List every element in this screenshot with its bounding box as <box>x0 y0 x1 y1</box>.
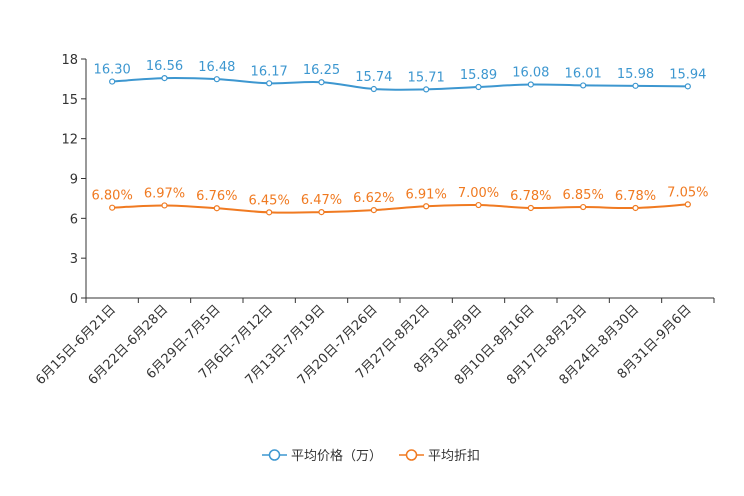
series-line <box>112 76 688 91</box>
data-label: 16.56 <box>146 59 183 74</box>
data-point[interactable] <box>527 204 534 212</box>
data-point[interactable] <box>632 82 639 89</box>
data-point[interactable] <box>318 79 325 86</box>
data-point[interactable] <box>266 209 273 216</box>
y-tick-label: 0 <box>70 292 78 307</box>
data-point[interactable] <box>318 208 325 216</box>
legend-marker-icon <box>405 449 418 461</box>
data-point[interactable] <box>423 86 430 93</box>
y-tick-label: 18 <box>61 53 78 68</box>
data-point[interactable] <box>475 83 482 91</box>
data-point[interactable] <box>161 202 168 209</box>
data-label: 6.80% <box>92 189 133 204</box>
data-point[interactable] <box>370 85 377 93</box>
data-point[interactable] <box>580 203 587 211</box>
data-label: 15.94 <box>669 67 706 82</box>
legend-marker-icon <box>268 449 281 461</box>
chart-series: 16.30 16.56 16.48 16.17 16.25 15.74 15.71 15.89… <box>92 59 708 216</box>
data-label: 16.08 <box>512 65 549 80</box>
data-label: 6.97% <box>144 186 185 201</box>
data-point[interactable] <box>109 78 116 85</box>
y-tick-label: 15 <box>61 93 78 108</box>
y-tick-label: 3 <box>70 252 78 267</box>
data-label: 16.01 <box>565 66 602 81</box>
data-point[interactable] <box>684 201 691 208</box>
legend-item-1[interactable]: 平均价格（万） <box>262 448 382 464</box>
data-label: 7.05% <box>667 185 708 200</box>
data-label: 16.48 <box>198 60 235 75</box>
data-label: 7.00% <box>458 186 499 201</box>
data-label: 6.47% <box>301 193 342 208</box>
data-point[interactable] <box>580 82 587 89</box>
data-point[interactable] <box>266 80 273 87</box>
legend-item-2[interactable]: 平均折扣 <box>399 449 480 464</box>
data-label: 6.78% <box>510 189 551 204</box>
data-point[interactable] <box>423 203 430 210</box>
chart-legend[interactable]: 平均价格（万） 平均折扣 <box>262 448 480 464</box>
data-label: 6.78% <box>615 189 656 204</box>
y-tick-label: 12 <box>61 133 78 148</box>
data-point[interactable] <box>370 207 377 214</box>
data-label: 6.76% <box>196 189 237 204</box>
data-point[interactable] <box>109 204 116 211</box>
y-tick-label: 6 <box>70 212 78 227</box>
data-point[interactable] <box>632 204 639 212</box>
data-label: 15.74 <box>355 70 392 85</box>
data-point[interactable] <box>475 201 482 209</box>
data-label: 6.45% <box>249 193 290 208</box>
chart-axes: 03691215186月15日-6月21日6月22日-6月28日6月29日-7月… <box>33 53 715 388</box>
series-line <box>112 203 688 214</box>
series-2: 6.80% 6.97% 6.76% 6.45% 6.47% 6.62% 6.91% 7.00%… <box>92 185 708 216</box>
y-tick-label: 9 <box>70 173 78 188</box>
data-label: 6.85% <box>563 188 604 203</box>
data-label: 6.62% <box>353 191 394 206</box>
data-label: 15.89 <box>460 68 497 83</box>
data-label: 6.91% <box>406 187 447 202</box>
data-label: 16.17 <box>251 64 288 79</box>
data-point[interactable] <box>527 81 534 88</box>
series-1: 16.30 16.56 16.48 16.17 16.25 15.74 15.71 15.89… <box>94 59 706 93</box>
legend-label: 平均价格（万） <box>291 448 382 464</box>
data-label: 15.71 <box>408 70 445 85</box>
data-point[interactable] <box>161 75 168 82</box>
data-label: 15.98 <box>617 67 654 82</box>
legend-label: 平均折扣 <box>428 449 480 464</box>
data-point[interactable] <box>213 205 220 212</box>
data-point[interactable] <box>684 83 691 90</box>
data-label: 16.25 <box>303 63 340 78</box>
data-point[interactable] <box>213 76 220 83</box>
data-label: 16.30 <box>94 63 131 78</box>
